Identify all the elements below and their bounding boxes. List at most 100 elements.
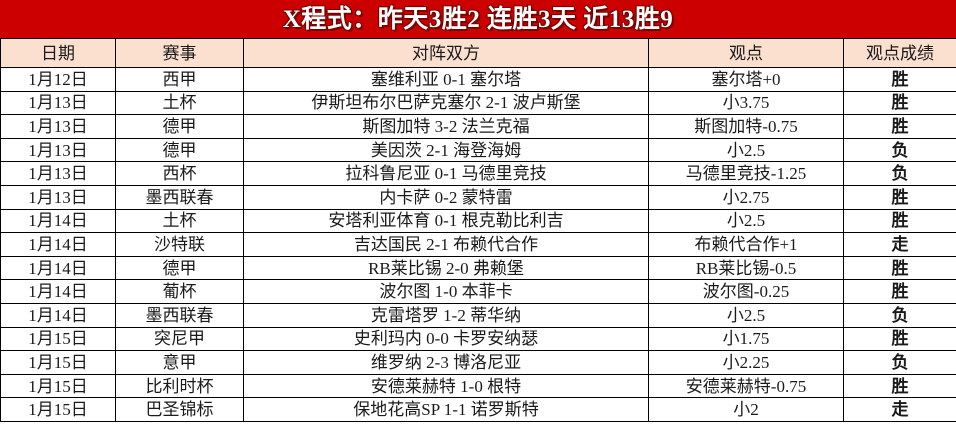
table-row: 1月14日 葡杯 波尔图 1-0 本菲卡 波尔图-0.25 胜 (0, 279, 956, 304)
table-row: 1月14日 沙特联 吉达国民 2-1 布赖代合作 布赖代合作+1 走 (0, 232, 956, 257)
table-body: 1月12日 西甲 塞维利亚 0-1 塞尔塔 塞尔塔+0 胜 1月13日 土杯 伊斯坦布尔巴萨克… (0, 67, 956, 422)
cell-view: 小2.75 (648, 184, 844, 210)
table-header-row: 日期 赛事 对阵双方 观点 观点成绩 (0, 38, 956, 68)
cell-date: 1月13日 (0, 184, 116, 210)
cell-match: 内卡萨 0-2 蒙特雷 (243, 184, 649, 210)
column-header-date: 日期 (0, 38, 116, 68)
table-row: 1月12日 西甲 塞维利亚 0-1 塞尔塔 塞尔塔+0 胜 (0, 67, 956, 92)
cell-result: 负 (843, 350, 956, 375)
column-header-view: 观点 (648, 38, 844, 68)
cell-league: 德甲 (115, 137, 244, 163)
cell-match: 拉科鲁尼亚 0-1 马德里竞技 (243, 161, 649, 186)
cell-view: 小1.75 (648, 326, 844, 352)
table-row: 1月13日 德甲 美因茨 2-1 海登海姆 小2.5 负 (0, 137, 956, 163)
cell-result: 胜 (843, 373, 956, 399)
table-row: 1月13日 墨西联春 内卡萨 0-2 蒙特雷 小2.75 胜 (0, 184, 956, 210)
cell-league: 比利时杯 (115, 373, 244, 399)
cell-match: RB莱比锡 2-0 弗赖堡 (243, 255, 649, 281)
banner: X程式：昨天3胜2 连胜3天 近13胜9 (0, 0, 956, 38)
cell-view: 小2.25 (648, 350, 844, 375)
cell-date: 1月14日 (0, 302, 116, 328)
table-row: 1月13日 西杯 拉科鲁尼亚 0-1 马德里竞技 马德里竞技-1.25 负 (0, 161, 956, 186)
cell-result: 胜 (843, 90, 956, 116)
cell-view: RB莱比锡-0.5 (648, 255, 844, 281)
cell-result: 胜 (843, 326, 956, 352)
cell-date: 1月14日 (0, 208, 116, 234)
column-header-match: 对阵双方 (243, 38, 649, 68)
cell-date: 1月13日 (0, 137, 116, 163)
cell-view: 小2.5 (648, 137, 844, 163)
cell-date: 1月14日 (0, 255, 116, 281)
cell-date: 1月13日 (0, 114, 116, 139)
cell-match: 伊斯坦布尔巴萨克塞尔 2-1 波卢斯堡 (243, 90, 649, 116)
cell-match: 吉达国民 2-1 布赖代合作 (243, 232, 649, 257)
cell-view: 布赖代合作+1 (648, 232, 844, 257)
table-row: 1月14日 墨西联春 克雷塔罗 1-2 蒂华纳 小2.5 负 (0, 302, 956, 328)
cell-league: 土杯 (115, 208, 244, 234)
cell-result: 胜 (843, 114, 956, 139)
cell-result: 走 (843, 397, 956, 422)
cell-result: 负 (843, 137, 956, 163)
cell-date: 1月15日 (0, 326, 116, 352)
cell-result: 胜 (843, 279, 956, 304)
cell-match: 斯图加特 3-2 法兰克福 (243, 114, 649, 139)
cell-league: 德甲 (115, 255, 244, 281)
table-row: 1月15日 突尼甲 史利玛内 0-0 卡罗安纳瑟 小1.75 胜 (0, 326, 956, 352)
cell-league: 德甲 (115, 114, 244, 139)
cell-result: 胜 (843, 67, 956, 92)
cell-result: 胜 (843, 255, 956, 281)
predictions-table: 日期 赛事 对阵双方 观点 观点成绩 1月12日 西甲 塞维利亚 0-1 塞尔塔 塞尔… (0, 38, 956, 422)
cell-league: 葡杯 (115, 279, 244, 304)
cell-date: 1月15日 (0, 397, 116, 422)
cell-view: 小2.5 (648, 302, 844, 328)
cell-view: 小2.5 (648, 208, 844, 234)
cell-league: 突尼甲 (115, 326, 244, 352)
cell-league: 西杯 (115, 161, 244, 186)
table-row: 1月14日 土杯 安塔利亚体育 0-1 根克勒比利吉 小2.5 胜 (0, 208, 956, 234)
column-header-result: 观点成绩 (843, 38, 956, 68)
cell-view: 波尔图-0.25 (648, 279, 844, 304)
table-row: 1月15日 巴圣锦标 保地花高SP 1-1 诺罗斯特 小2 走 (0, 397, 956, 422)
cell-league: 意甲 (115, 350, 244, 375)
cell-league: 沙特联 (115, 232, 244, 257)
cell-result: 胜 (843, 184, 956, 210)
cell-match: 维罗纳 2-3 博洛尼亚 (243, 350, 649, 375)
cell-view: 小3.75 (648, 90, 844, 116)
cell-match: 安塔利亚体育 0-1 根克勒比利吉 (243, 208, 649, 234)
cell-view: 安德莱赫特-0.75 (648, 373, 844, 399)
cell-view: 斯图加特-0.75 (648, 114, 844, 139)
cell-match: 塞维利亚 0-1 塞尔塔 (243, 67, 649, 92)
banner-title: X程式：昨天3胜2 连胜3天 近13胜9 (282, 5, 674, 33)
table-row: 1月15日 意甲 维罗纳 2-3 博洛尼亚 小2.25 负 (0, 350, 956, 375)
cell-match: 保地花高SP 1-1 诺罗斯特 (243, 397, 649, 422)
cell-date: 1月14日 (0, 279, 116, 304)
cell-date: 1月13日 (0, 90, 116, 116)
table-row: 1月13日 土杯 伊斯坦布尔巴萨克塞尔 2-1 波卢斯堡 小3.75 胜 (0, 90, 956, 116)
cell-league: 墨西联春 (115, 302, 244, 328)
cell-league: 土杯 (115, 90, 244, 116)
cell-date: 1月13日 (0, 161, 116, 186)
cell-view: 塞尔塔+0 (648, 67, 844, 92)
column-header-league: 赛事 (115, 38, 244, 68)
cell-league: 巴圣锦标 (115, 397, 244, 422)
cell-date: 1月15日 (0, 373, 116, 399)
cell-result: 走 (843, 232, 956, 257)
cell-result: 负 (843, 302, 956, 328)
cell-league: 西甲 (115, 67, 244, 92)
cell-date: 1月12日 (0, 67, 116, 92)
cell-match: 波尔图 1-0 本菲卡 (243, 279, 649, 304)
cell-match: 克雷塔罗 1-2 蒂华纳 (243, 302, 649, 328)
table-row: 1月14日 德甲 RB莱比锡 2-0 弗赖堡 RB莱比锡-0.5 胜 (0, 255, 956, 281)
table-row: 1月15日 比利时杯 安德莱赫特 1-0 根特 安德莱赫特-0.75 胜 (0, 373, 956, 399)
table-row: 1月13日 德甲 斯图加特 3-2 法兰克福 斯图加特-0.75 胜 (0, 114, 956, 139)
cell-date: 1月14日 (0, 232, 116, 257)
cell-match: 史利玛内 0-0 卡罗安纳瑟 (243, 326, 649, 352)
cell-date: 1月15日 (0, 350, 116, 375)
cell-match: 美因茨 2-1 海登海姆 (243, 137, 649, 163)
cell-result: 负 (843, 161, 956, 186)
cell-match: 安德莱赫特 1-0 根特 (243, 373, 649, 399)
cell-view: 小2 (648, 397, 844, 422)
cell-result: 胜 (843, 208, 956, 234)
cell-league: 墨西联春 (115, 184, 244, 210)
